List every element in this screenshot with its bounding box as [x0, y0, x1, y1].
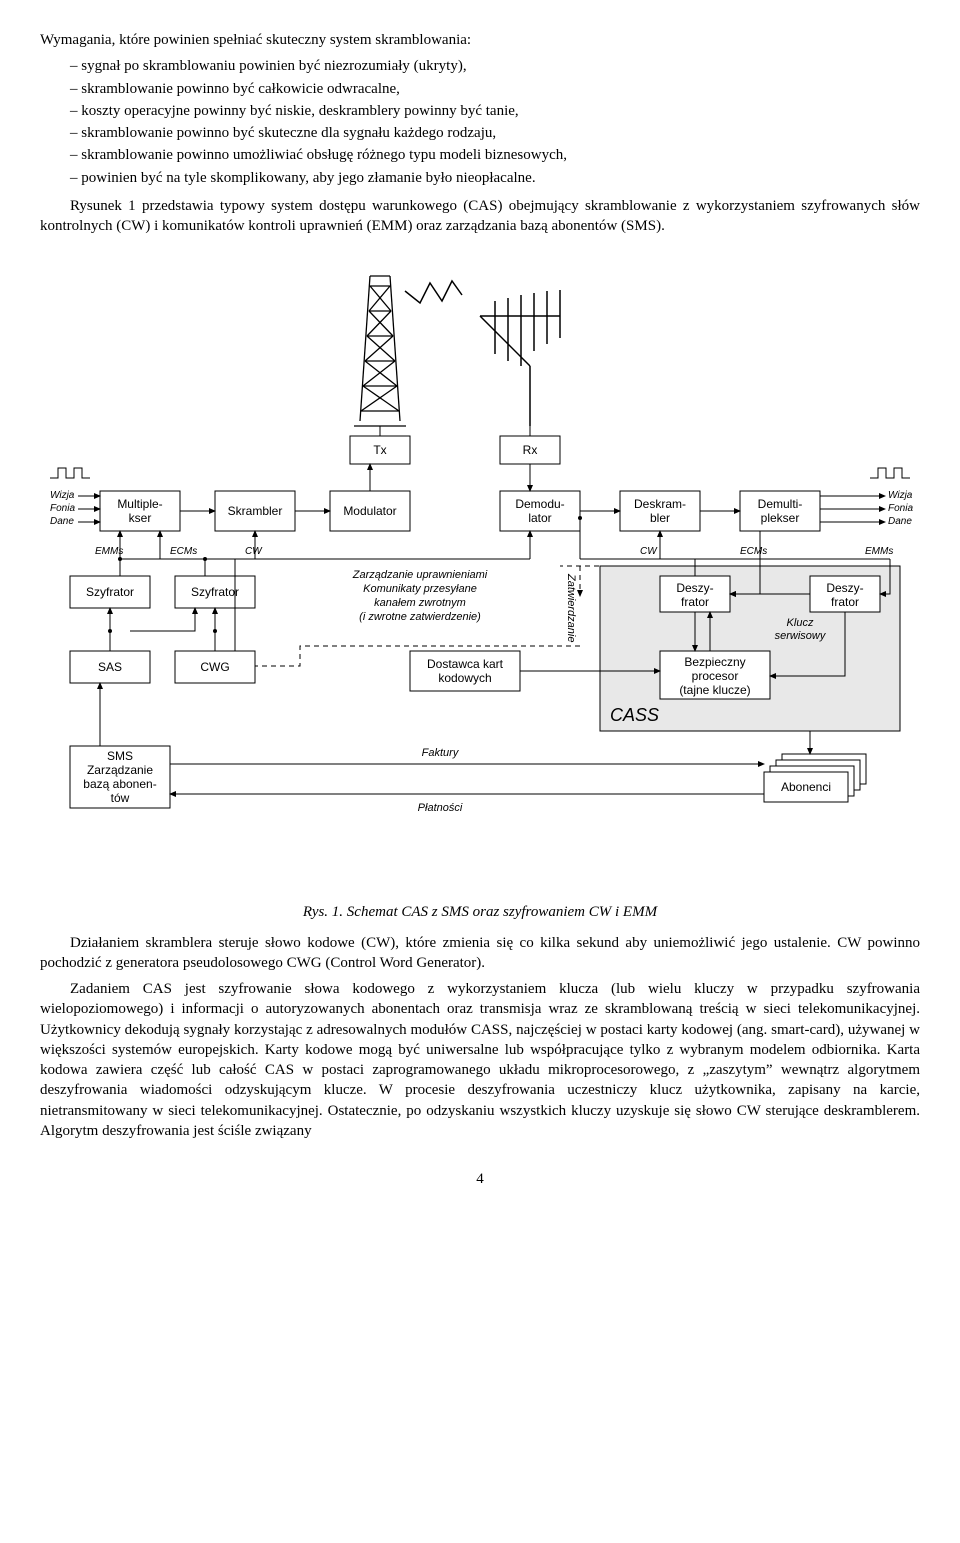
svg-text:procesor: procesor: [692, 669, 739, 683]
square-wave-icon: [870, 468, 910, 478]
svg-text:Fonia: Fonia: [888, 503, 913, 514]
list-item: skramblowanie powinno umożliwiać obsługę…: [70, 145, 920, 165]
svg-text:ECMs: ECMs: [740, 546, 767, 557]
requirements-list: sygnał po skramblowaniu powinien być nie…: [40, 56, 920, 188]
square-wave-icon: [50, 468, 90, 478]
deskr-label: Deskram-: [634, 497, 686, 511]
svg-text:(i zwrotne zatwierdzenie): (i zwrotne zatwierdzenie): [359, 611, 481, 623]
zatw-label: Zatwierdzanie: [565, 573, 577, 642]
sms-label: SMS: [107, 749, 133, 763]
abonenci-label: Abonenci: [781, 780, 831, 794]
list-item: sygnał po skramblowaniu powinien być nie…: [70, 56, 920, 76]
svg-text:plekser: plekser: [761, 511, 800, 525]
deszyfr2-label: Deszy-: [826, 581, 863, 595]
para3: Działaniem skramblera steruje słowo kodo…: [40, 933, 920, 974]
svg-text:kodowych: kodowych: [438, 671, 491, 685]
skrambler-label: Skrambler: [228, 504, 283, 518]
svg-text:Fonia: Fonia: [50, 503, 75, 514]
zarz-label: Zarządzanie uprawnieniami: [352, 569, 488, 581]
svg-text:kanałem zwrotnym: kanałem zwrotnym: [374, 597, 466, 609]
svg-text:CW: CW: [640, 546, 658, 557]
cw-label: CW: [245, 546, 263, 557]
para2: Rysunek 1 przedstawia typowy system dost…: [40, 196, 920, 237]
para4: Zadaniem CAS jest szyfrowanie słowa kodo…: [40, 979, 920, 1141]
rx-antenna-icon: [480, 290, 560, 426]
svg-text:serwisowy: serwisowy: [775, 630, 827, 642]
svg-text:lator: lator: [528, 511, 551, 525]
sas-label: SAS: [98, 660, 122, 674]
emms-label: EMMs: [95, 546, 123, 557]
list-item: koszty operacyjne powinny być niskie, de…: [70, 101, 920, 121]
rx-label: Rx: [523, 443, 538, 457]
svg-text:bler: bler: [650, 511, 670, 525]
list-item: skramblowanie powinno być skuteczne dla …: [70, 123, 920, 143]
svg-text:Wizja: Wizja: [888, 490, 913, 501]
mux-label: Multiple-: [117, 497, 162, 511]
faktury-label: Faktury: [422, 747, 460, 759]
cas-diagram: Tx Rx Multiple- kser Skrambler Modulator…: [40, 266, 920, 896]
svg-text:frator: frator: [681, 595, 709, 609]
tower-icon: [354, 276, 406, 426]
wizja-label: Wizja: [50, 490, 75, 501]
intro-line: Wymagania, które powinien spełniać skute…: [40, 30, 920, 50]
modulator-label: Modulator: [343, 504, 396, 518]
demod-label: Demodu-: [515, 497, 564, 511]
demux-label: Demulti-: [758, 497, 803, 511]
figure-1: Tx Rx Multiple- kser Skrambler Modulator…: [40, 266, 920, 922]
abonenci-stack: Abonenci: [764, 754, 866, 802]
ecms-label: ECMs: [170, 546, 197, 557]
proc-label: Bezpieczny: [684, 655, 745, 669]
signal-icon: [405, 281, 462, 303]
tx-label: Tx: [373, 443, 386, 457]
figure-caption: Rys. 1. Schemat CAS z SMS oraz szyfrowan…: [40, 902, 920, 922]
svg-text:Dane: Dane: [888, 516, 912, 527]
svg-text:Zarządzanie: Zarządzanie: [87, 763, 153, 777]
deszyfr1-label: Deszy-: [676, 581, 713, 595]
svg-text:bazą abonen-: bazą abonen-: [83, 777, 156, 791]
svg-text:EMMs: EMMs: [865, 546, 893, 557]
page-number: 4: [40, 1169, 920, 1189]
svg-text:Dane: Dane: [50, 516, 74, 527]
list-item: powinien być na tyle skomplikowany, aby …: [70, 168, 920, 188]
szyfrator2-label: Szyfrator: [191, 585, 239, 599]
list-item: skramblowanie powinno być całkowicie odw…: [70, 79, 920, 99]
svg-text:(tajne klucze): (tajne klucze): [679, 683, 750, 697]
svg-text:tów: tów: [111, 791, 130, 805]
cwg-label: CWG: [200, 660, 229, 674]
klucz-label: Klucz: [787, 617, 814, 629]
svg-text:kser: kser: [129, 511, 152, 525]
platnosci-label: Płatności: [418, 802, 463, 814]
szyfrator1-label: Szyfrator: [86, 585, 134, 599]
svg-text:frator: frator: [831, 595, 859, 609]
svg-text:Komunikaty przesyłane: Komunikaty przesyłane: [363, 583, 477, 595]
dostawca-label: Dostawca kart: [427, 657, 504, 671]
cass-label: CASS: [610, 705, 659, 725]
